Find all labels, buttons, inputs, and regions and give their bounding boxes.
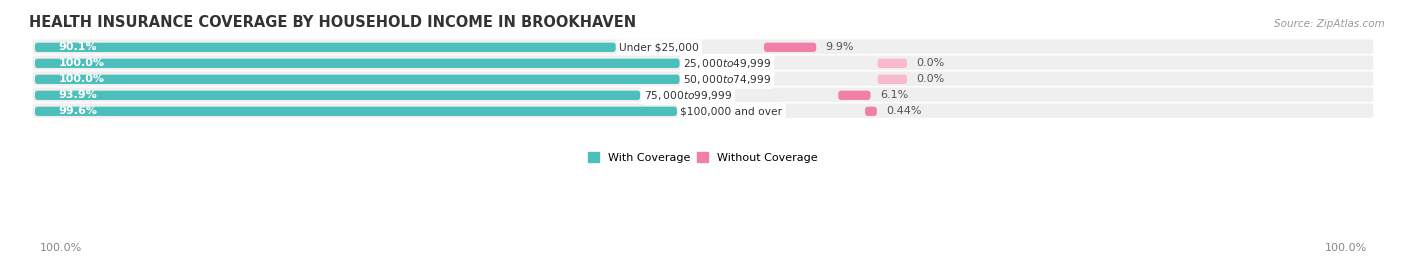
FancyBboxPatch shape [35, 43, 616, 52]
Text: $100,000 and over: $100,000 and over [681, 106, 783, 116]
Text: 90.1%: 90.1% [59, 42, 97, 52]
FancyBboxPatch shape [32, 55, 1374, 70]
Text: 100.0%: 100.0% [59, 74, 104, 84]
FancyBboxPatch shape [32, 104, 1374, 118]
FancyBboxPatch shape [35, 75, 679, 84]
FancyBboxPatch shape [35, 59, 679, 68]
FancyBboxPatch shape [32, 87, 1374, 102]
FancyBboxPatch shape [32, 40, 1374, 54]
Text: 0.44%: 0.44% [886, 106, 922, 116]
Text: 0.0%: 0.0% [917, 58, 945, 68]
Text: $50,000 to $74,999: $50,000 to $74,999 [683, 73, 772, 86]
FancyBboxPatch shape [877, 59, 907, 68]
Text: $75,000 to $99,999: $75,000 to $99,999 [644, 89, 733, 102]
Text: 99.6%: 99.6% [59, 106, 97, 116]
FancyBboxPatch shape [35, 91, 640, 100]
Text: Under $25,000: Under $25,000 [619, 42, 699, 52]
FancyBboxPatch shape [877, 75, 907, 84]
Text: 100.0%: 100.0% [59, 58, 104, 68]
Text: 9.9%: 9.9% [825, 42, 853, 52]
Text: HEALTH INSURANCE COVERAGE BY HOUSEHOLD INCOME IN BROOKHAVEN: HEALTH INSURANCE COVERAGE BY HOUSEHOLD I… [30, 15, 636, 30]
FancyBboxPatch shape [838, 91, 870, 100]
Text: 93.9%: 93.9% [59, 90, 97, 100]
Legend: With Coverage, Without Coverage: With Coverage, Without Coverage [583, 148, 823, 167]
Text: Source: ZipAtlas.com: Source: ZipAtlas.com [1274, 19, 1385, 29]
Text: 6.1%: 6.1% [880, 90, 908, 100]
Text: 100.0%: 100.0% [1324, 243, 1367, 253]
Text: 100.0%: 100.0% [39, 243, 82, 253]
FancyBboxPatch shape [32, 72, 1374, 86]
Text: 0.0%: 0.0% [917, 74, 945, 84]
FancyBboxPatch shape [865, 107, 877, 116]
Text: $25,000 to $49,999: $25,000 to $49,999 [683, 57, 772, 70]
FancyBboxPatch shape [35, 107, 676, 116]
FancyBboxPatch shape [763, 43, 817, 52]
